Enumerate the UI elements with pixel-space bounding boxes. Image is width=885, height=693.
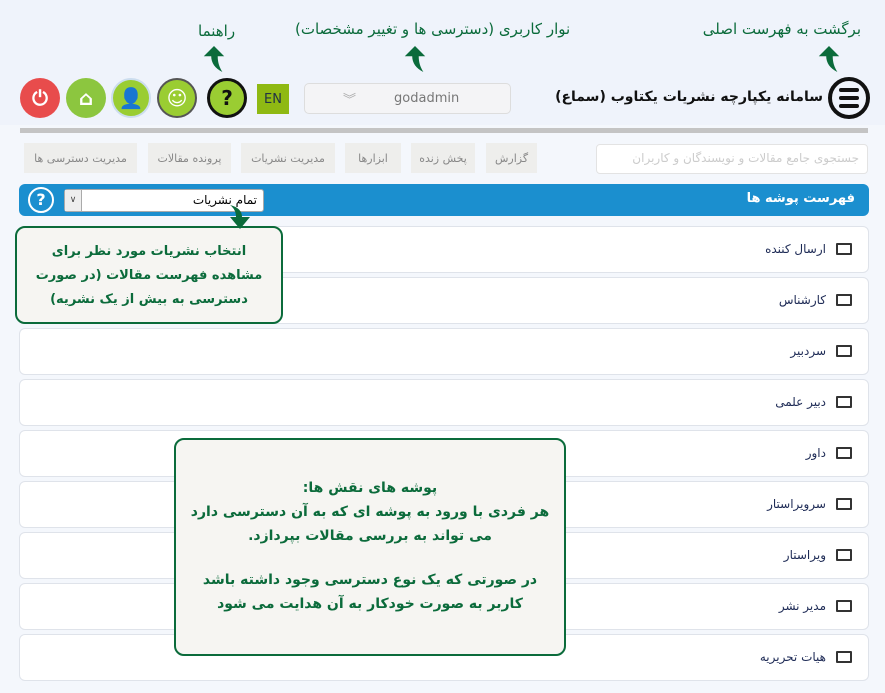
help-icon[interactable]: ? [28,187,54,213]
profile-icon[interactable]: 👤 [111,78,151,118]
chevron-down-icon: ∨ [65,190,82,211]
chevron-down-icon: ︾ [343,93,357,108]
tooltip-journal-select: انتخاب نشریات مورد نظر برای مشاهده فهرست… [15,226,283,324]
folder-label: سرویراستار [767,497,826,511]
tooltip-title: پوشه های نقش ها: [302,480,438,496]
nav-tools[interactable]: ابزارها [345,143,401,173]
tooltip-text: در صورتی که یک نوع دسترسی وجود داشته باش… [202,572,538,612]
help-icon[interactable]: ? [207,78,247,118]
panel-title: فهرست پوشه ها [746,191,855,206]
support-icon[interactable]: ☺ [157,78,197,118]
folder-label: ویراستار [783,548,826,562]
folder-icon [836,345,852,357]
folder-icon [836,600,852,612]
home-icon[interactable]: ⌂ [66,78,106,118]
folder-label: هیات تحریریه [759,650,826,664]
curved-arrow-icon [203,46,225,72]
select-value: تمام نشریات [192,193,257,207]
nav-access[interactable]: مدیریت دسترسی ها [24,143,137,173]
folder-icon [836,447,852,459]
folder-label: کارشناس [778,293,826,307]
annotation-back-to-menu: برگشت به فهرست اصلی [702,20,861,38]
username: godadmin [394,91,460,106]
app-title: سامانه یکپارچه نشریات یکتاوب (سماع) [555,89,823,105]
folder-label: مدیر نشر [778,599,826,613]
folder-icon [836,651,852,663]
folder-row[interactable]: دبیر علمی [19,379,869,426]
nav-article-files[interactable]: پرونده مقالات [148,143,231,173]
folder-label: سردبیر [790,344,826,358]
annotation-user-bar: نوار کاربری (دسترسی ها و تغییر مشخصات) [295,20,571,38]
main-menu-button[interactable] [828,77,870,119]
search-input[interactable]: جستجوی جامع مقالات و نویسندگان و کاربران [596,144,868,174]
curved-arrow-icon [404,46,426,72]
folder-row[interactable]: سردبیر [19,328,869,375]
journal-select[interactable]: تمام نشریات ∨ [64,189,264,212]
folder-label: داور [805,446,826,460]
arrow-down-icon [230,205,250,229]
curved-arrow-icon [818,46,840,72]
annotation-help: راهنما [198,22,236,40]
user-menu[interactable]: ︾ godadmin [304,83,511,114]
nav-live[interactable]: پخش زنده [411,143,475,173]
tooltip-text: هر فردی با ورود به پوشه ای که به آن دستر… [190,504,550,544]
divider [20,128,868,133]
folders-panel-header: فهرست پوشه ها تمام نشریات ∨ ? [19,184,869,216]
power-icon[interactable]: ⏻ [20,78,60,118]
folder-label: ارسال کننده [765,242,826,256]
folder-icon [836,549,852,561]
folder-row[interactable]: هیات تحریریه [19,634,869,681]
tooltip-role-folders: پوشه های نقش ها: هر فردی با ورود به پوشه… [174,438,566,656]
folder-icon [836,396,852,408]
folder-icon [836,294,852,306]
folder-icon [836,243,852,255]
folder-icon [836,498,852,510]
nav-journals[interactable]: مدیریت نشریات [241,143,335,173]
nav-report[interactable]: گزارش [486,143,537,173]
language-button[interactable]: EN [257,84,289,114]
folder-label: دبیر علمی [775,395,826,409]
